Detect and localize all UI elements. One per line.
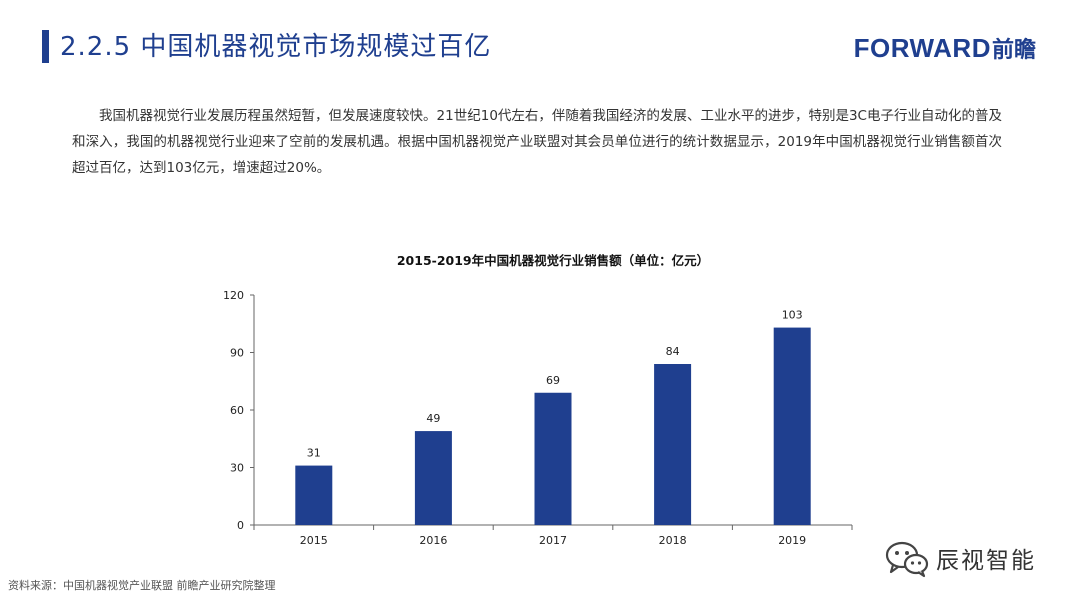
wechat-watermark: 辰视智能 (884, 538, 1036, 578)
wechat-account-name: 辰视智能 (936, 548, 1036, 574)
data-label-2016: 49 (426, 412, 440, 425)
data-label-2018: 84 (666, 345, 680, 358)
y-tick-label: 30 (230, 462, 244, 475)
intro-paragraph: 我国机器视觉行业发展历程虽然短暂，但发展速度较快。21世纪10代左右，伴随着我国… (72, 108, 1002, 176)
data-label-2019: 103 (782, 309, 803, 322)
data-label-2015: 31 (307, 447, 321, 460)
bar-2017 (534, 392, 572, 525)
source-note: 资料来源：中国机器视觉产业联盟 前瞻产业研究院整理 (8, 579, 276, 592)
logo-text-en: FORWARD (853, 32, 991, 63)
bar-2019 (773, 327, 811, 525)
x-tick-label-2017: 2017 (539, 534, 567, 547)
x-tick-label-2015: 2015 (300, 534, 328, 547)
x-tick-label-2016: 2016 (419, 534, 447, 547)
bar-2018 (654, 364, 692, 525)
title-accent-bar (42, 30, 49, 63)
page-title: 2.2.5 中国机器视觉市场规模过百亿 (60, 32, 492, 62)
chart-title: 2015-2019年中国机器视觉行业销售额（单位：亿元） (397, 253, 709, 268)
y-tick-label: 90 (230, 347, 244, 360)
bar-2016 (414, 431, 452, 525)
bar-2015 (295, 465, 333, 525)
logo-text-cn: 前瞻 (991, 38, 1036, 63)
wechat-icon (885, 541, 929, 578)
y-tick-label: 0 (237, 519, 244, 532)
x-tick-label-2018: 2018 (659, 534, 687, 547)
forward-logo: FORWARD 前瞻 (854, 31, 1036, 65)
y-tick-label: 60 (230, 404, 244, 417)
y-tick-label: 120 (223, 289, 244, 302)
x-tick-label-2019: 2019 (778, 534, 806, 547)
data-label-2017: 69 (546, 374, 560, 387)
